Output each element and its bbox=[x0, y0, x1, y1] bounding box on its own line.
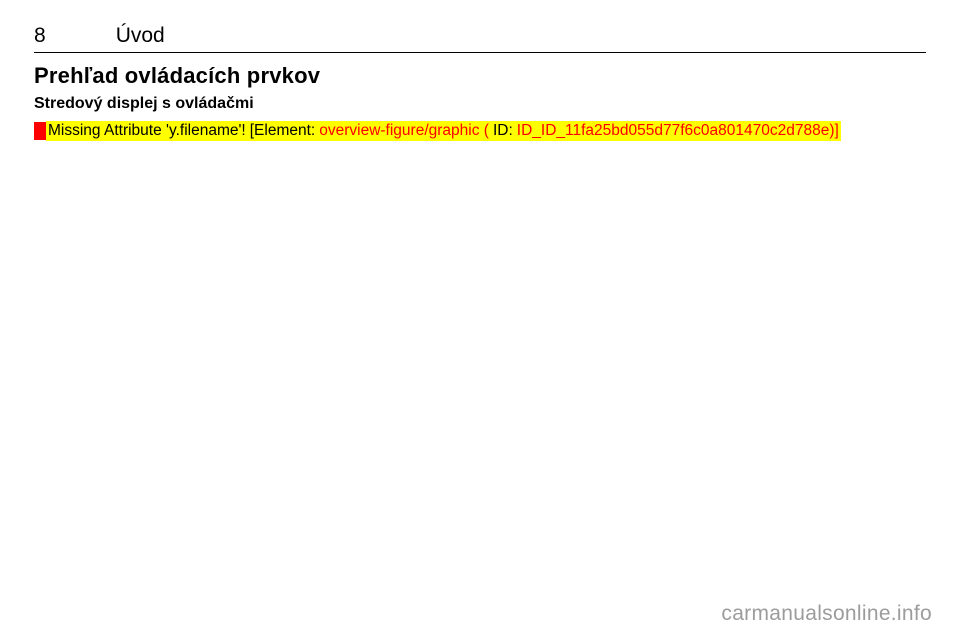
heading-level-2: Stredový displej s ovládačmi bbox=[34, 95, 926, 113]
page-header: 8 Úvod bbox=[34, 24, 926, 53]
error-element: overview-figure/graphic ( bbox=[317, 121, 491, 141]
page-number: 8 bbox=[34, 24, 46, 48]
section-title: Úvod bbox=[116, 24, 165, 48]
page-container: 8 Úvod Prehľad ovládacích prvkov Stredov… bbox=[0, 0, 960, 141]
error-prefix: Missing Attribute 'y.filename'! bbox=[46, 121, 248, 141]
error-bracket-open: [Element: bbox=[248, 121, 317, 141]
error-id-value: ID_ID_11fa25bd055d77f6c0a801470c2d788e)] bbox=[515, 121, 841, 141]
error-marker-icon bbox=[34, 122, 46, 140]
error-message-bar: Missing Attribute 'y.filename'! [Element… bbox=[34, 121, 926, 141]
error-id-label: ID: bbox=[491, 121, 515, 141]
watermark-text: carmanualsonline.info bbox=[721, 602, 932, 626]
heading-level-1: Prehľad ovládacích prvkov bbox=[34, 63, 926, 89]
